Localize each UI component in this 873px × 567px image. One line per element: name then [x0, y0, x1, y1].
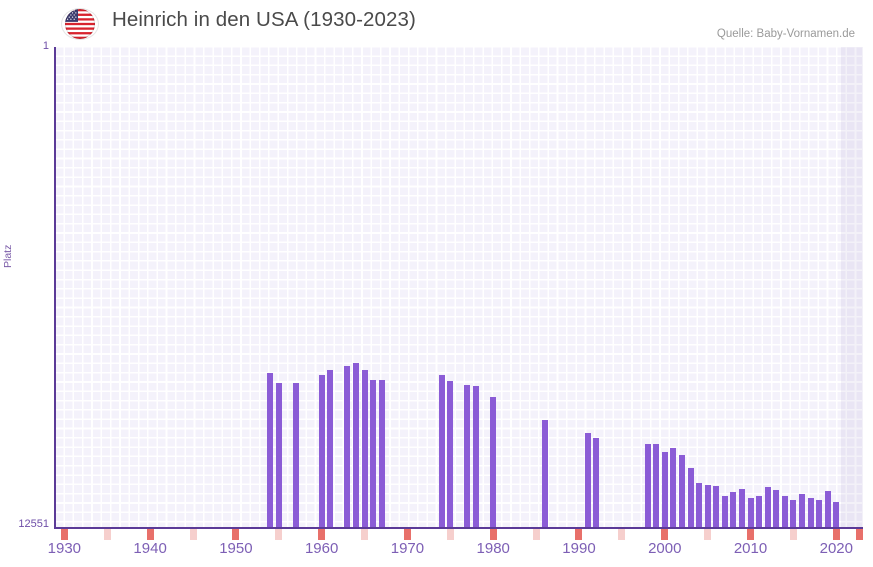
bar-2009[interactable] — [738, 489, 745, 528]
bar-1991[interactable] — [584, 433, 591, 528]
x-axis-labels: 1930 1940 1950 1960 1970 1980 1990 2000 2010 2020 — [48, 540, 863, 566]
bar-1961[interactable] — [327, 370, 334, 528]
x-tick-minor-1935 — [103, 529, 111, 540]
x-label-2000: 2000 — [648, 540, 682, 557]
x-label-1930: 1930 — [47, 540, 82, 557]
bar-2000[interactable] — [661, 452, 668, 528]
x-tick-1930 — [60, 529, 68, 540]
bar-2020[interactable] — [833, 502, 840, 528]
bar-1999[interactable] — [653, 444, 660, 528]
x-tick-1970 — [403, 529, 411, 540]
bar-1964[interactable] — [352, 363, 359, 528]
x-tick-minor-2015 — [789, 529, 797, 540]
bar-2016[interactable] — [799, 494, 805, 528]
source-attribution: Quelle: Baby-Vornamen.de — [716, 28, 855, 40]
bar-1998[interactable] — [644, 444, 651, 528]
bar-2010[interactable] — [747, 498, 754, 528]
x-tick-2000 — [661, 529, 669, 540]
bar-1965[interactable] — [361, 370, 368, 528]
x-tick-minor-1975 — [446, 529, 454, 540]
bar-2006[interactable] — [713, 486, 720, 528]
bar-1986[interactable] — [541, 420, 548, 528]
x-tick-minor-1955 — [275, 529, 283, 540]
bar-2019[interactable] — [824, 491, 831, 528]
bar-2014[interactable] — [781, 496, 788, 528]
y-axis-max-label: 1 — [42, 40, 49, 52]
x-label-1970: 1970 — [390, 540, 425, 557]
chart-header: Heinrich in den USA (1930-2023) Quelle: … — [0, 0, 873, 45]
x-label-1990: 1990 — [562, 540, 596, 557]
bar-1975[interactable] — [447, 381, 454, 528]
bar-1977[interactable] — [464, 385, 471, 528]
bar-2012[interactable] — [764, 487, 771, 528]
bar-2001[interactable] — [670, 448, 677, 528]
y-axis-line — [54, 47, 56, 529]
x-tick-2023 — [856, 529, 863, 540]
x-label-1940: 1940 — [133, 540, 167, 557]
bar-2004[interactable] — [696, 483, 703, 528]
x-tick-1950 — [232, 529, 240, 540]
x-tick-1980 — [489, 529, 497, 540]
bar-1974[interactable] — [438, 375, 445, 528]
usa-flag-icon — [62, 9, 98, 39]
bar-2017[interactable] — [807, 498, 814, 528]
x-tick-minor-1945 — [189, 529, 197, 540]
x-tick-1940 — [146, 529, 154, 540]
plot-area — [55, 47, 863, 528]
x-tick-minor-1965 — [361, 529, 369, 540]
x-label-2020: 2020 — [819, 540, 853, 557]
y-axis-title: Platz — [2, 244, 14, 268]
bar-2015[interactable] — [790, 500, 797, 528]
bar-1967[interactable] — [378, 380, 385, 528]
x-tick-2010 — [747, 529, 755, 540]
bar-1966[interactable] — [370, 380, 377, 528]
bar-1978[interactable] — [473, 386, 480, 528]
bar-2008[interactable] — [730, 492, 737, 528]
x-tick-2020 — [832, 529, 840, 540]
bar-2013[interactable] — [773, 490, 780, 528]
x-tick-1960 — [318, 529, 326, 540]
bar-2018[interactable] — [816, 500, 823, 528]
x-axis-ticks — [55, 529, 863, 541]
bar-1955[interactable] — [275, 383, 282, 528]
bar-1992[interactable] — [593, 438, 600, 528]
x-label-1950: 1950 — [219, 540, 253, 557]
x-tick-minor-2005 — [704, 529, 712, 540]
x-tick-minor-1985 — [532, 529, 540, 540]
bar-2002[interactable] — [678, 455, 685, 528]
bar-1980[interactable] — [490, 397, 497, 528]
bar-2007[interactable] — [721, 496, 728, 528]
bar-1954[interactable] — [267, 373, 274, 528]
x-tick-1990 — [575, 529, 583, 540]
bar-series — [55, 47, 863, 528]
x-label-1980: 1980 — [476, 540, 510, 557]
bar-1957[interactable] — [292, 383, 299, 528]
bar-2005[interactable] — [704, 485, 711, 528]
x-label-2010: 2010 — [733, 540, 768, 557]
y-axis-min-label: 12551 — [18, 518, 49, 530]
bar-1960[interactable] — [318, 375, 325, 528]
x-axis-line — [54, 527, 863, 529]
x-tick-minor-1995 — [618, 529, 626, 540]
page-title: Heinrich in den USA (1930-2023) — [112, 8, 416, 31]
bar-1963[interactable] — [344, 366, 351, 528]
bar-2011[interactable] — [756, 496, 763, 528]
bar-2003[interactable] — [687, 468, 694, 528]
x-label-1960: 1960 — [304, 540, 339, 557]
grid-lines — [55, 47, 863, 528]
